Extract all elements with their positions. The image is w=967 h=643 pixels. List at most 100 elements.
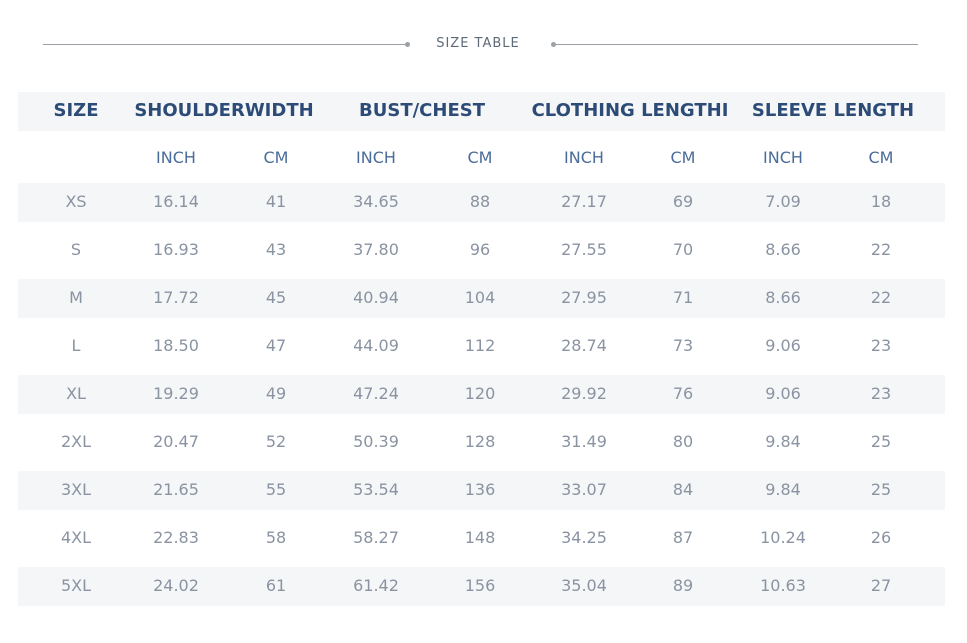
cell-value: 10.24	[760, 528, 806, 547]
cell-value: 84	[672, 480, 694, 499]
row-band	[18, 567, 945, 606]
cell-value: 25	[870, 480, 892, 499]
title: SIZE TABLE	[436, 36, 520, 51]
row-band	[18, 183, 945, 222]
cell-value: 34.65	[353, 192, 399, 211]
cell-value: 88	[469, 192, 491, 211]
column-header: SIZE	[53, 100, 99, 121]
cell-value: 19.29	[153, 384, 199, 403]
cell-value: 27.95	[561, 288, 607, 307]
cell-value: 34.25	[561, 528, 607, 547]
unit-header: CM	[263, 148, 289, 167]
cell-value: 52	[265, 432, 287, 451]
cell-value: 9.06	[765, 384, 801, 403]
cell-value: 50.39	[353, 432, 399, 451]
cell-value: 16.93	[153, 240, 199, 259]
cell-value: 22	[870, 288, 892, 307]
row-band	[18, 375, 945, 414]
cell-value: 28.74	[561, 336, 607, 355]
cell-value: 112	[464, 336, 496, 355]
unit-header: INCH	[763, 148, 803, 167]
divider-left	[43, 44, 407, 45]
cell-value: 49	[265, 384, 287, 403]
cell-value: 58.27	[353, 528, 399, 547]
cell-value: 120	[464, 384, 496, 403]
divider-right	[553, 44, 918, 45]
cell-value: 41	[265, 192, 287, 211]
cell-value: 9.84	[765, 432, 801, 451]
cell-value: 58	[265, 528, 287, 547]
row-band	[18, 279, 945, 318]
size-label: XS	[65, 192, 87, 211]
cell-value: 70	[672, 240, 694, 259]
row-band	[18, 471, 945, 510]
cell-value: 17.72	[153, 288, 199, 307]
cell-value: 104	[464, 288, 496, 307]
cell-value: 148	[464, 528, 496, 547]
cell-value: 18	[870, 192, 892, 211]
cell-value: 80	[672, 432, 694, 451]
cell-value: 23	[870, 336, 892, 355]
column-header: SLEEVE LENGTH	[751, 100, 915, 121]
cell-value: 27.55	[561, 240, 607, 259]
cell-value: 35.04	[561, 576, 607, 595]
cell-value: 33.07	[561, 480, 607, 499]
cell-value: 25	[870, 432, 892, 451]
cell-value: 40.94	[353, 288, 399, 307]
cell-value: 96	[469, 240, 491, 259]
cell-value: 18.50	[153, 336, 199, 355]
cell-value: 136	[464, 480, 496, 499]
size-label: S	[70, 240, 82, 259]
cell-value: 24.02	[153, 576, 199, 595]
cell-value: 69	[672, 192, 694, 211]
cell-value: 21.65	[153, 480, 199, 499]
size-label: XL	[66, 384, 86, 403]
cell-value: 27	[870, 576, 892, 595]
unit-header: INCH	[156, 148, 196, 167]
cell-value: 71	[672, 288, 694, 307]
cell-value: 8.66	[765, 240, 801, 259]
cell-value: 89	[672, 576, 694, 595]
size-label: 2XL	[60, 432, 92, 451]
divider-dot	[405, 42, 410, 47]
unit-header: INCH	[564, 148, 604, 167]
size-label: 3XL	[60, 480, 92, 499]
cell-value: 8.66	[765, 288, 801, 307]
cell-value: 29.92	[561, 384, 607, 403]
cell-value: 22.83	[153, 528, 199, 547]
size-label: 5XL	[60, 576, 92, 595]
column-header: BUST/CHEST	[359, 100, 485, 121]
cell-value: 37.80	[353, 240, 399, 259]
cell-value: 45	[265, 288, 287, 307]
cell-value: 26	[870, 528, 892, 547]
cell-value: 7.09	[765, 192, 801, 211]
cell-value: 23	[870, 384, 892, 403]
cell-value: 20.47	[153, 432, 199, 451]
cell-value: 10.63	[760, 576, 806, 595]
cell-value: 31.49	[561, 432, 607, 451]
unit-header: CM	[467, 148, 493, 167]
cell-value: 47.24	[353, 384, 399, 403]
column-header: SHOULDERWIDTH	[134, 100, 314, 121]
column-header: CLOTHING LENGTHI	[531, 100, 729, 121]
cell-value: 61	[265, 576, 287, 595]
cell-value: 9.06	[765, 336, 801, 355]
cell-value: 55	[265, 480, 287, 499]
cell-value: 128	[464, 432, 496, 451]
size-label: M	[69, 288, 83, 307]
cell-value: 22	[870, 240, 892, 259]
cell-value: 76	[672, 384, 694, 403]
cell-value: 16.14	[153, 192, 199, 211]
cell-value: 87	[672, 528, 694, 547]
header-band	[18, 92, 945, 131]
cell-value: 73	[672, 336, 694, 355]
cell-value: 156	[464, 576, 496, 595]
cell-value: 44.09	[353, 336, 399, 355]
unit-header: CM	[868, 148, 894, 167]
size-label: L	[71, 336, 81, 355]
cell-value: 27.17	[561, 192, 607, 211]
size-label: 4XL	[60, 528, 92, 547]
cell-value: 47	[265, 336, 287, 355]
cell-value: 61.42	[353, 576, 399, 595]
cell-value: 43	[265, 240, 287, 259]
